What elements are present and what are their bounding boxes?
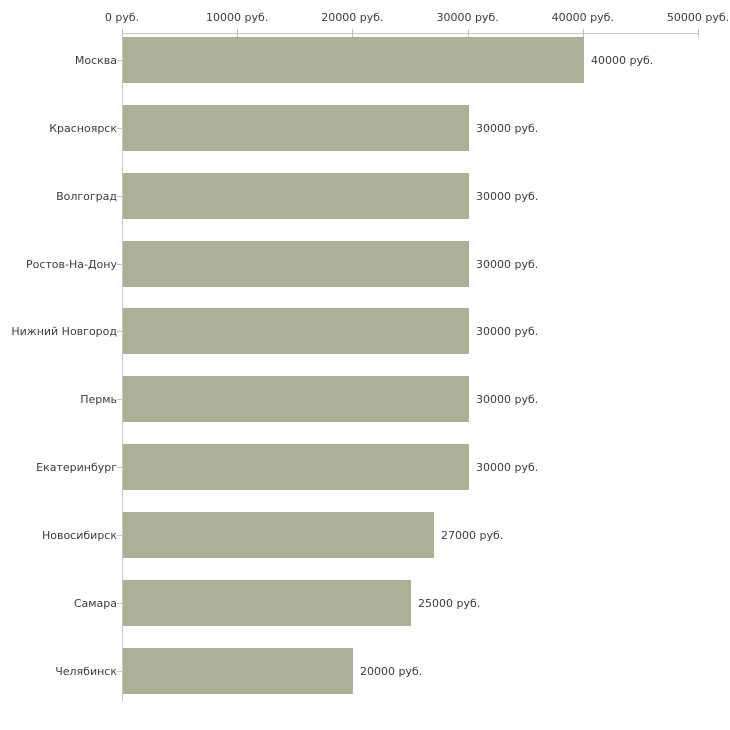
bar-value-label: 30000 руб. bbox=[476, 189, 539, 203]
category-label: Нижний Новгород bbox=[11, 324, 117, 338]
x-axis-tick-label: 50000 руб. bbox=[666, 11, 730, 24]
x-axis-tick-mark bbox=[467, 29, 469, 38]
chart-bar bbox=[123, 105, 469, 151]
y-axis-tick-mark bbox=[117, 467, 122, 468]
x-axis-tick-label: 30000 руб. bbox=[436, 11, 499, 24]
category-label: Пермь bbox=[80, 392, 117, 406]
x-axis-tick-mark bbox=[582, 29, 584, 38]
bar-value-label: 30000 руб. bbox=[476, 460, 539, 474]
x-axis-tick-mark bbox=[352, 29, 354, 38]
chart-bar bbox=[123, 376, 469, 422]
bar-value-label: 30000 руб. bbox=[476, 121, 539, 135]
y-axis-tick-mark bbox=[117, 196, 122, 197]
x-axis-tick-mark bbox=[122, 29, 123, 38]
chart-bar bbox=[123, 512, 434, 558]
bar-value-label: 30000 руб. bbox=[476, 257, 539, 271]
category-label: Москва bbox=[74, 53, 117, 67]
x-axis-tick-label: 20000 руб. bbox=[321, 11, 384, 24]
y-axis-tick-mark bbox=[117, 535, 122, 536]
bar-value-label: 30000 руб. bbox=[476, 324, 539, 338]
x-axis-tick-mark bbox=[237, 29, 239, 38]
category-label: Самара bbox=[73, 596, 117, 610]
chart-bar bbox=[123, 241, 469, 287]
x-axis-tick-mark bbox=[698, 29, 699, 38]
chart-bar bbox=[123, 444, 469, 490]
x-axis-tick-label: 10000 руб. bbox=[206, 11, 269, 24]
y-axis-tick-mark bbox=[117, 331, 122, 332]
bar-value-label: 30000 руб. bbox=[476, 392, 539, 406]
y-axis-tick-mark bbox=[117, 60, 122, 61]
chart-bar bbox=[123, 648, 353, 694]
x-axis-tick-label: 0 руб. bbox=[104, 11, 140, 24]
bar-value-label: 20000 руб. bbox=[360, 664, 423, 678]
category-label: Красноярск bbox=[49, 121, 117, 135]
y-axis-tick-mark bbox=[117, 264, 122, 265]
x-axis-line bbox=[122, 33, 699, 34]
bar-value-label: 25000 руб. bbox=[418, 596, 481, 610]
bar-value-label: 40000 руб. bbox=[591, 53, 654, 67]
x-axis-tick-label: 40000 руб. bbox=[551, 11, 614, 24]
category-label: Екатеринбург bbox=[36, 460, 117, 474]
category-label: Волгоград bbox=[56, 189, 117, 203]
category-label: Челябинск bbox=[55, 664, 117, 678]
chart-bar bbox=[123, 308, 469, 354]
chart-bar bbox=[123, 580, 411, 626]
y-axis-line bbox=[122, 33, 123, 701]
y-axis-tick-mark bbox=[117, 128, 122, 129]
bar-value-label: 27000 руб. bbox=[441, 528, 504, 542]
y-axis-tick-mark bbox=[117, 671, 122, 672]
y-axis-tick-mark bbox=[117, 399, 122, 400]
category-label: Ростов-На-Дону bbox=[25, 257, 117, 271]
y-axis-tick-mark bbox=[117, 603, 122, 604]
chart-bar bbox=[123, 37, 584, 83]
category-label: Новосибирск bbox=[41, 528, 117, 542]
chart-bar bbox=[123, 173, 469, 219]
